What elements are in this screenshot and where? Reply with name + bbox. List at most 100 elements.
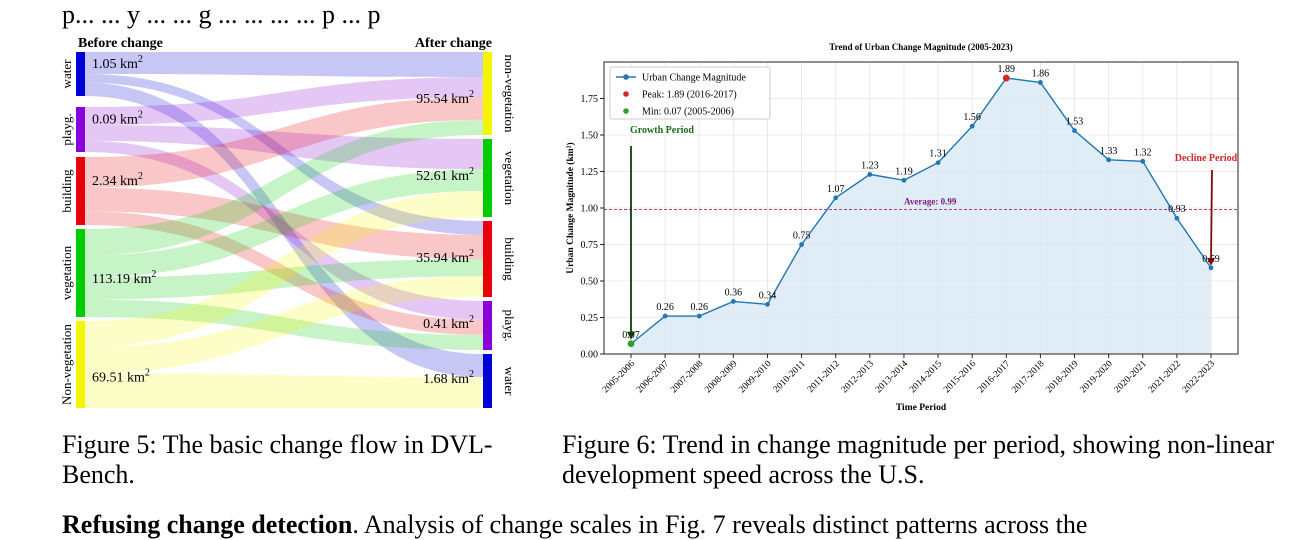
figure-5-caption: Figure 5: The basic change flow in DVL-B… (62, 430, 493, 489)
legend-box: Urban Change Magnitude Peak: 1.89 (2016-2… (609, 66, 771, 120)
x-tick-label: 2017-2018 (1010, 359, 1046, 395)
sankey-flow-band (85, 191, 483, 348)
x-tick-label: 2014-2015 (908, 359, 944, 395)
before-change-header: Before change (78, 36, 163, 51)
data-point (1208, 265, 1214, 271)
right-node-label: playg. (502, 309, 517, 341)
legend-marker (623, 108, 629, 114)
sankey-flow-band (85, 187, 483, 259)
data-point (799, 242, 804, 247)
data-point (969, 123, 975, 129)
left-node-label: playg. (59, 113, 74, 145)
data-label: 1.31 (929, 149, 947, 160)
right-node-bar (483, 354, 492, 408)
data-label: 0.26 (656, 302, 674, 313)
x-tick-label: 2008-2009 (703, 359, 739, 395)
legend-frame (609, 66, 771, 120)
x-tick-label: 2012-2013 (840, 359, 876, 395)
x-tick-label: 2009-2010 (737, 359, 773, 395)
sankey-flow-band (85, 52, 483, 78)
data-point (935, 160, 941, 166)
y-tick-label: 1.25 (581, 167, 599, 178)
growth-period-label: Growth Period (630, 125, 694, 136)
line-chart: Trend of Urban Change Magnitude (2005-20… (565, 42, 1239, 413)
sankey-flow-band (85, 299, 483, 350)
paragraph-text: . Analysis of change scales in Fig. 7 re… (352, 510, 1088, 539)
data-point (901, 177, 907, 183)
data-point (1140, 158, 1146, 164)
left-node-label: water (59, 59, 74, 89)
right-node-label: non-vegetation (502, 55, 517, 133)
decline-arrow (1210, 169, 1213, 262)
sankey-flow-band (85, 140, 483, 320)
data-label: 1.53 (1066, 117, 1084, 128)
data-point (833, 195, 839, 201)
data-label: 0.34 (759, 290, 777, 301)
sankey-flow-band (85, 169, 483, 278)
right-node-value: 52.61 km2 (416, 166, 474, 184)
left-node-bar (76, 321, 85, 408)
x-tick-label: 2021-2022 (1147, 359, 1183, 395)
decline-arrowhead (1207, 257, 1215, 266)
sankey-flow-band (85, 77, 483, 125)
legend-entry: Peak: 1.89 (2016-2017) (642, 90, 737, 101)
data-point (1106, 157, 1112, 163)
left-node-value: 2.34 km2 (92, 171, 143, 189)
y-tick-label: 1.50 (581, 131, 599, 142)
data-point (1072, 128, 1077, 134)
data-label: 0.26 (690, 302, 708, 313)
data-point (1002, 74, 1010, 82)
sankey-flows (85, 52, 483, 408)
average-label: Average: 0.99 (904, 196, 957, 206)
right-node-bar (483, 139, 492, 217)
x-tick-label: 2022-2023 (1181, 359, 1217, 395)
data-label: 1.86 (1032, 68, 1050, 79)
legend-marker (623, 91, 629, 97)
y-tick-label: 0.50 (581, 277, 599, 288)
left-node-value: 0.09 km2 (92, 110, 143, 128)
left-node-bar (76, 157, 85, 225)
figure-6-caption: Figure 6: Trend in change magnitude per … (562, 430, 1274, 489)
data-point (696, 313, 702, 319)
data-point (1038, 80, 1043, 85)
right-node-label: vegetation (502, 151, 517, 206)
data-point (730, 299, 736, 304)
legend-entry: Urban Change Magnitude (642, 73, 746, 84)
growth-arrowhead (627, 331, 635, 340)
x-tick-label: 2016-2017 (976, 359, 1012, 395)
sankey-flow-band (85, 82, 483, 378)
y-axis-label: Urban Change Magnitude (km²) (565, 142, 576, 273)
data-point (867, 172, 873, 177)
sankey-flow-band (85, 97, 483, 188)
right-node-bar (483, 52, 492, 135)
y-tick-label: 1.75 (581, 94, 599, 105)
right-node-label: building (502, 237, 517, 281)
left-node-label: building (59, 169, 74, 213)
left-node-value: 1.05 km2 (92, 54, 143, 72)
right-node-label: water (502, 367, 517, 397)
sankey-flow-band (85, 373, 483, 408)
left-node-bar (76, 107, 85, 152)
x-tick-label: 2007-2008 (669, 359, 705, 395)
right-node-value: 1.68 km2 (423, 369, 474, 387)
data-label: 0.93 (1168, 204, 1186, 215)
data-point (765, 301, 770, 307)
left-node-value: 69.51 km2 (92, 368, 150, 386)
data-label: 1.32 (1134, 147, 1152, 158)
right-node-bar (483, 301, 492, 350)
left-node-bar (76, 52, 85, 96)
sankey-flow-band (85, 74, 483, 235)
data-label: 1.19 (895, 166, 913, 177)
x-tick-label: 2005-2006 (601, 359, 637, 395)
x-tick-label: 2013-2014 (874, 359, 910, 395)
data-label: 1.56 (963, 112, 981, 123)
top-cut-text-line: p... ... y ... ... g ... ... ... ... p .… (62, 0, 381, 29)
data-label: 0.36 (725, 287, 743, 298)
series-line (630, 77, 1212, 345)
after-change-header: After change (415, 36, 492, 51)
y-tick-label: 0.00 (581, 350, 599, 361)
y-tick-label: 0.25 (581, 313, 599, 324)
bottom-cut-text-line: Refusing change detection. Analysis of c… (62, 510, 1087, 540)
data-label: 1.07 (827, 184, 845, 195)
y-tick-label: 1.00 (581, 204, 599, 215)
